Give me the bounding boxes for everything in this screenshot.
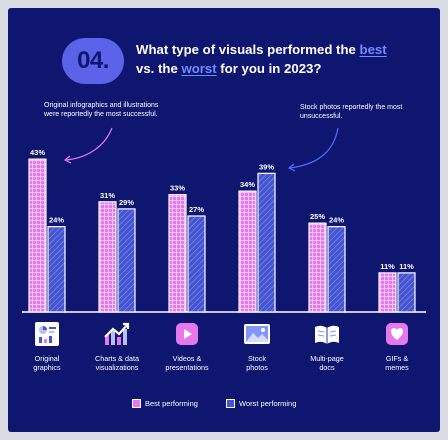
category-label-line: docs [319,362,335,372]
title-worst: worst [181,61,217,76]
worst-annotation-arrowhead [287,163,296,172]
trend-chart-icon [103,321,131,347]
data-label-worst-3: 39% [259,162,274,171]
infographic-icon [33,321,61,347]
category-label-line: presentations [165,362,209,372]
bar-best-1 [98,201,117,313]
legend-swatch-best [132,399,141,408]
bar-worst-1 [117,208,136,313]
bar-chart: 43% 24% 31% 29% 33% 27% 34% 39% 25% 24% 11% 11% [22,127,426,313]
title-part-1: What type of visuals performed the [136,42,356,57]
bar-best-3 [238,190,257,313]
question-number-badge: 04. [62,38,124,84]
data-label-worst-2: 27% [189,205,204,214]
open-book-icon [313,321,341,347]
play-video-icon [173,321,201,347]
category-label-4: Multi-page docs [290,354,364,372]
category-label-line: memes [385,362,409,372]
bar-worst-3 [257,172,276,313]
category-label-line: Original [34,354,60,363]
legend-label-worst: Worst performing [239,399,297,408]
category-label-line: Multi-page [310,354,344,363]
title-part-2: vs. the [136,61,182,76]
data-label-worst-1: 29% [119,198,134,207]
data-label-best-2: 33% [170,184,185,193]
bar-worst-0 [47,226,66,313]
legend-worst: Worst performing [226,399,296,408]
category-label-0: Original graphics [10,354,84,372]
category-label-2: Videos & presentations [150,354,224,372]
category-label-line: photos [246,362,268,372]
legend-best: Best performing [132,399,198,408]
legend-label-best: Best performing [145,399,198,408]
worst-annotation: Stock photos reportedly the most unsucce… [300,104,403,120]
data-label-best-5: 11% [380,262,395,271]
category-label-line: Charts & data [95,354,139,363]
photo-icon [243,321,271,347]
category-label-line: Videos & [172,354,202,363]
title-best: best [359,42,387,57]
category-label-line: Stock [248,354,266,363]
worst-annotation-arrow [289,127,339,169]
bar-best-0 [28,158,47,313]
legend-swatch-worst [226,399,235,408]
title-part-3: for you in 2023? [216,61,322,76]
category-label-line: GIFs & [385,354,409,363]
bar-best-4 [308,222,327,313]
bar-worst-2 [187,215,206,313]
bar-worst-5 [397,272,416,313]
best-annotation-arrow [65,127,113,161]
category-label-5: GIFs & memes [360,354,434,372]
bar-worst-4 [327,226,346,313]
category-label-line: graphics [33,362,61,372]
heart-gif-icon [383,321,411,347]
page-title: What type of visuals performed the best … [136,40,406,78]
data-label-worst-5: 11% [399,262,414,271]
category-label-1: Charts & data visualizations [80,354,154,372]
infographic-card: 04. What type of visuals performed the b… [8,8,440,432]
category-label-3: Stock photos [220,354,294,372]
category-label-line: visualizations [95,362,139,372]
best-annotation-arrowhead [63,155,72,164]
data-label-best-0: 43% [30,148,45,157]
best-annotation: Original infographics and illustrations … [44,102,159,118]
data-label-worst-0: 24% [49,216,64,225]
data-label-worst-4: 24% [329,216,344,225]
data-label-best-4: 25% [310,212,325,221]
data-label-best-3: 34% [240,180,255,189]
bar-best-5 [378,272,397,313]
bar-best-2 [168,194,187,313]
data-label-best-1: 31% [100,191,115,200]
